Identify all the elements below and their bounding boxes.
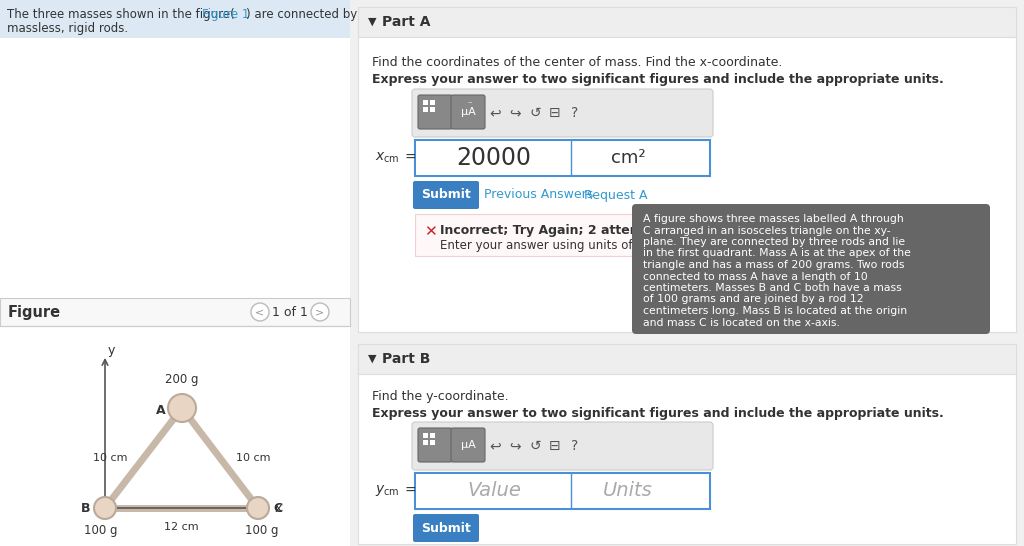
Text: μA: μA bbox=[461, 107, 475, 117]
FancyBboxPatch shape bbox=[423, 440, 428, 445]
FancyBboxPatch shape bbox=[430, 433, 435, 438]
Text: ↺: ↺ bbox=[529, 106, 541, 120]
Text: ✕: ✕ bbox=[424, 224, 437, 239]
Text: C arranged in an isosceles triangle on the xy-: C arranged in an isosceles triangle on t… bbox=[643, 225, 891, 235]
Text: The three masses shown in the figure(: The three masses shown in the figure( bbox=[7, 8, 234, 21]
Text: 1 of 1: 1 of 1 bbox=[272, 306, 308, 318]
Text: x: x bbox=[275, 501, 283, 514]
Text: Part B: Part B bbox=[382, 352, 430, 366]
Text: Figure 1: Figure 1 bbox=[202, 8, 250, 21]
FancyBboxPatch shape bbox=[0, 38, 350, 546]
Text: connected to mass A have a length of 10: connected to mass A have a length of 10 bbox=[643, 271, 867, 282]
Text: ) are connected by: ) are connected by bbox=[246, 8, 357, 21]
Text: 20000: 20000 bbox=[457, 146, 531, 170]
Text: ↪: ↪ bbox=[509, 439, 521, 453]
Text: centimeters long. Mass B is located at the origin: centimeters long. Mass B is located at t… bbox=[643, 306, 907, 316]
FancyBboxPatch shape bbox=[0, 298, 350, 326]
Text: of 100 grams and are joined by a rod 12: of 100 grams and are joined by a rod 12 bbox=[643, 294, 863, 305]
FancyBboxPatch shape bbox=[358, 37, 1016, 332]
Text: ↺: ↺ bbox=[529, 439, 541, 453]
FancyBboxPatch shape bbox=[415, 473, 710, 509]
Text: ↩: ↩ bbox=[489, 106, 501, 120]
Text: ⊟: ⊟ bbox=[549, 106, 561, 120]
Text: Submit: Submit bbox=[421, 188, 471, 201]
FancyBboxPatch shape bbox=[632, 204, 990, 334]
FancyBboxPatch shape bbox=[358, 7, 1016, 37]
Text: 10 cm: 10 cm bbox=[93, 453, 128, 463]
Text: triangle and has a mass of 200 grams. Two rods: triangle and has a mass of 200 grams. Tw… bbox=[643, 260, 904, 270]
Text: Units: Units bbox=[603, 482, 653, 501]
Circle shape bbox=[311, 303, 329, 321]
Text: A figure shows three masses labelled A through: A figure shows three masses labelled A t… bbox=[643, 214, 904, 224]
Text: cm²: cm² bbox=[610, 149, 645, 167]
Text: 10 cm: 10 cm bbox=[236, 453, 270, 463]
Text: C: C bbox=[273, 501, 283, 514]
Text: Find the coordinates of the center of mass. Find the x-coordinate.: Find the coordinates of the center of ma… bbox=[372, 56, 782, 69]
Text: Express your answer to two significant figures and include the appropriate units: Express your answer to two significant f… bbox=[372, 407, 944, 420]
FancyBboxPatch shape bbox=[418, 428, 452, 462]
Text: $x_\mathrm{cm}$: $x_\mathrm{cm}$ bbox=[376, 151, 400, 165]
FancyBboxPatch shape bbox=[415, 140, 710, 176]
Text: >: > bbox=[315, 307, 325, 317]
Text: Request A: Request A bbox=[584, 188, 647, 201]
Text: plane. They are connected by three rods and lie: plane. They are connected by three rods … bbox=[643, 237, 905, 247]
FancyBboxPatch shape bbox=[358, 344, 1016, 374]
Text: ⊟: ⊟ bbox=[549, 439, 561, 453]
Circle shape bbox=[251, 303, 269, 321]
Text: 100 g: 100 g bbox=[246, 524, 279, 537]
Text: ?: ? bbox=[571, 106, 579, 120]
Text: Value: Value bbox=[467, 482, 521, 501]
FancyBboxPatch shape bbox=[430, 440, 435, 445]
FancyBboxPatch shape bbox=[451, 95, 485, 129]
Text: ↩: ↩ bbox=[489, 439, 501, 453]
Text: <: < bbox=[255, 307, 264, 317]
FancyBboxPatch shape bbox=[413, 514, 479, 542]
Text: and mass C is located on the x-axis.: and mass C is located on the x-axis. bbox=[643, 318, 840, 328]
Text: Part A: Part A bbox=[382, 15, 430, 29]
FancyBboxPatch shape bbox=[423, 100, 428, 105]
FancyBboxPatch shape bbox=[358, 374, 1016, 544]
FancyBboxPatch shape bbox=[412, 422, 713, 470]
Text: ▼: ▼ bbox=[368, 17, 377, 27]
Text: Submit: Submit bbox=[421, 521, 471, 535]
Text: =: = bbox=[406, 484, 417, 498]
Text: Figure: Figure bbox=[8, 305, 61, 319]
FancyBboxPatch shape bbox=[430, 100, 435, 105]
Text: 12 cm: 12 cm bbox=[164, 522, 199, 532]
Text: in the first quadrant. Mass A is at the apex of the: in the first quadrant. Mass A is at the … bbox=[643, 248, 911, 258]
Circle shape bbox=[168, 394, 196, 422]
Text: massless, rigid rods.: massless, rigid rods. bbox=[7, 22, 128, 35]
Text: ?: ? bbox=[571, 439, 579, 453]
FancyBboxPatch shape bbox=[412, 89, 713, 137]
Text: 200 g: 200 g bbox=[165, 373, 199, 386]
Text: ▼: ▼ bbox=[368, 354, 377, 364]
Text: 100 g: 100 g bbox=[84, 524, 118, 537]
Text: Find the y-coordinate.: Find the y-coordinate. bbox=[372, 390, 509, 403]
FancyBboxPatch shape bbox=[415, 214, 710, 256]
Text: Enter your answer using units of dista: Enter your answer using units of dista bbox=[440, 239, 666, 252]
FancyBboxPatch shape bbox=[418, 95, 452, 129]
FancyBboxPatch shape bbox=[430, 107, 435, 112]
FancyBboxPatch shape bbox=[413, 181, 479, 209]
Text: Express your answer to two significant figures and include the appropriate units: Express your answer to two significant f… bbox=[372, 73, 944, 86]
FancyBboxPatch shape bbox=[0, 0, 350, 38]
FancyBboxPatch shape bbox=[416, 474, 571, 508]
Text: centimeters. Masses B and C both have a mass: centimeters. Masses B and C both have a … bbox=[643, 283, 902, 293]
FancyBboxPatch shape bbox=[423, 107, 428, 112]
Text: μA: μA bbox=[461, 440, 475, 450]
FancyBboxPatch shape bbox=[423, 433, 428, 438]
Text: A: A bbox=[157, 403, 166, 417]
Text: y: y bbox=[108, 344, 116, 357]
FancyBboxPatch shape bbox=[451, 428, 485, 462]
FancyBboxPatch shape bbox=[350, 0, 1024, 546]
Circle shape bbox=[94, 497, 116, 519]
Text: Incorrect; Try Again; 2 attempts r: Incorrect; Try Again; 2 attempts r bbox=[440, 224, 676, 237]
Text: ↪: ↪ bbox=[509, 106, 521, 120]
Text: $y_\mathrm{cm}$: $y_\mathrm{cm}$ bbox=[376, 484, 400, 498]
Circle shape bbox=[247, 497, 269, 519]
Text: Previous Answers: Previous Answers bbox=[484, 188, 593, 201]
Text: =: = bbox=[406, 151, 417, 165]
FancyBboxPatch shape bbox=[416, 141, 571, 175]
Text: B: B bbox=[81, 501, 90, 514]
